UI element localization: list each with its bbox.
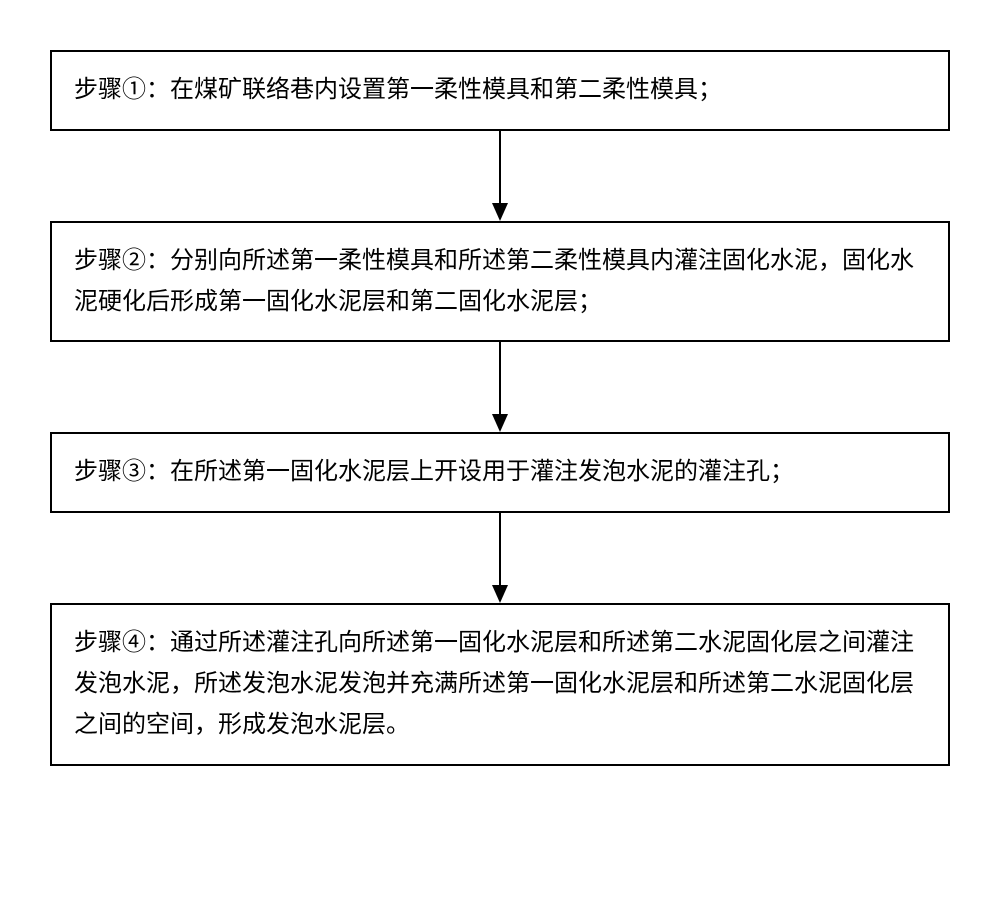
step-text: 步骤③：在所述第一固化水泥层上开设用于灌注发泡水泥的灌注孔； [74, 459, 794, 485]
flowchart-container: 步骤①：在煤矿联络巷内设置第一柔性模具和第二柔性模具； 步骤②：分别向所述第一柔… [50, 50, 950, 766]
flowchart-arrow-3 [50, 513, 950, 603]
step-text: 步骤①：在煤矿联络巷内设置第一柔性模具和第二柔性模具； [74, 77, 722, 103]
flowchart-arrow-2 [50, 342, 950, 432]
flowchart-step-3: 步骤③：在所述第一固化水泥层上开设用于灌注发泡水泥的灌注孔； [50, 432, 950, 513]
flowchart-step-2: 步骤②：分别向所述第一柔性模具和所述第二柔性模具内灌注固化水泥，固化水泥硬化后形… [50, 221, 950, 343]
step-text: 步骤②：分别向所述第一柔性模具和所述第二柔性模具内灌注固化水泥，固化水泥硬化后形… [74, 248, 914, 315]
step-text: 步骤④：通过所述灌注孔向所述第一固化水泥层和所述第二水泥固化层之间灌注发泡水泥，… [74, 630, 914, 738]
flowchart-step-1: 步骤①：在煤矿联络巷内设置第一柔性模具和第二柔性模具； [50, 50, 950, 131]
flowchart-arrow-1 [50, 131, 950, 221]
flowchart-step-4: 步骤④：通过所述灌注孔向所述第一固化水泥层和所述第二水泥固化层之间灌注发泡水泥，… [50, 603, 950, 765]
